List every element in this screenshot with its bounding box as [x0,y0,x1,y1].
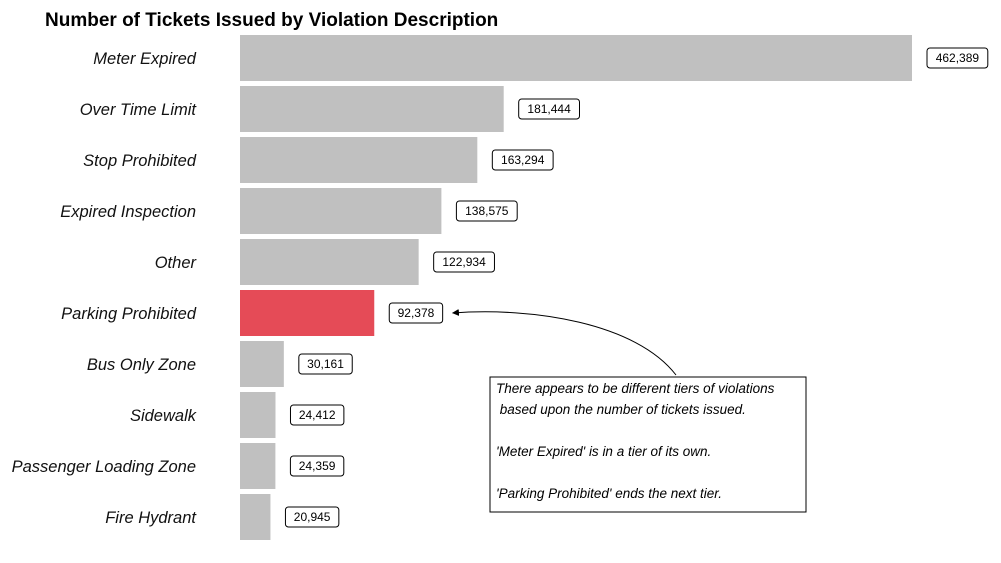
bar-fire-hydrant [240,494,271,540]
bar-over-time-limit [240,86,504,132]
data-label-value: 92,378 [398,306,435,320]
data-label-meter-expired: 462,389 [926,47,989,69]
category-label-other: Other [155,254,198,272]
annotation-box [489,376,807,513]
bar-parking-prohibited [240,290,375,336]
data-label-box [926,47,989,69]
data-labels: 462,389 181,444 163,294 138,575 122,934 92,37… [284,47,989,528]
data-label-value: 24,412 [299,408,336,422]
data-label-box [289,455,345,477]
category-label-stop-prohibited: Stop Prohibited [83,152,197,170]
data-label-box [491,149,554,171]
data-label-box [388,302,444,324]
bar-bus-only-zone [240,341,284,387]
annotation-line: 'Meter Expired' is in a tier of its own. [496,444,711,459]
bars [240,35,912,540]
category-label-over-time-limit: Over Time Limit [80,101,198,119]
category-label-passenger-loading-zone: Passenger Loading Zone [12,458,196,476]
annotation-line: based upon the number of tickets issued. [496,402,746,417]
data-label-expired-inspection: 138,575 [455,200,518,222]
data-label-box [455,200,518,222]
data-label-value: 20,945 [294,510,331,524]
data-label-value: 181,444 [527,102,571,116]
annotation-line: 'Parking Prohibited' ends the next tier. [496,486,722,501]
bar-meter-expired [240,35,912,81]
bar-sidewalk [240,392,276,438]
bar-other [240,239,419,285]
data-label-value: 122,934 [442,255,486,269]
annotation: There appears to be different tiers of v… [451,309,807,513]
data-label-value: 138,575 [465,204,509,218]
bar-passenger-loading-zone [240,443,276,489]
data-label-other: 122,934 [433,251,495,273]
data-label-box [284,506,340,528]
category-label-parking-prohibited: Parking Prohibited [61,305,197,323]
data-label-box [289,404,345,426]
chart-title: Number of Tickets Issued by Violation De… [45,10,498,31]
annotation-arrow [451,309,677,376]
category-labels: Meter Expired Over Time Limit Stop Prohibi… [12,50,198,527]
data-label-parking-prohibited: 92,378 [388,302,444,324]
annotation-text: There appears to be different tiers of v… [496,381,775,501]
data-label-value: 163,294 [501,153,545,167]
data-label-value: 24,359 [299,459,336,473]
data-label-sidewalk: 24,412 [289,404,345,426]
data-label-box [518,98,580,120]
data-label-stop-prohibited: 163,294 [491,149,554,171]
data-label-over-time-limit: 181,444 [518,98,580,120]
data-label-box [433,251,495,273]
category-label-fire-hydrant: Fire Hydrant [105,509,197,527]
category-label-expired-inspection: Expired Inspection [60,203,196,221]
data-label-value: 30,161 [307,357,344,371]
annotation-line: There appears to be different tiers of v… [496,381,775,396]
data-label-value: 462,389 [936,51,980,65]
bar-expired-inspection [240,188,442,234]
category-label-meter-expired: Meter Expired [93,50,197,68]
data-label-passenger-loading-zone: 24,359 [289,455,345,477]
category-label-sidewalk: Sidewalk [130,407,197,425]
data-label-fire-hydrant: 20,945 [284,506,340,528]
category-label-bus-only-zone: Bus Only Zone [87,356,196,374]
data-label-box [298,353,353,375]
data-label-bus-only-zone: 30,161 [298,353,353,375]
bar-stop-prohibited [240,137,478,183]
